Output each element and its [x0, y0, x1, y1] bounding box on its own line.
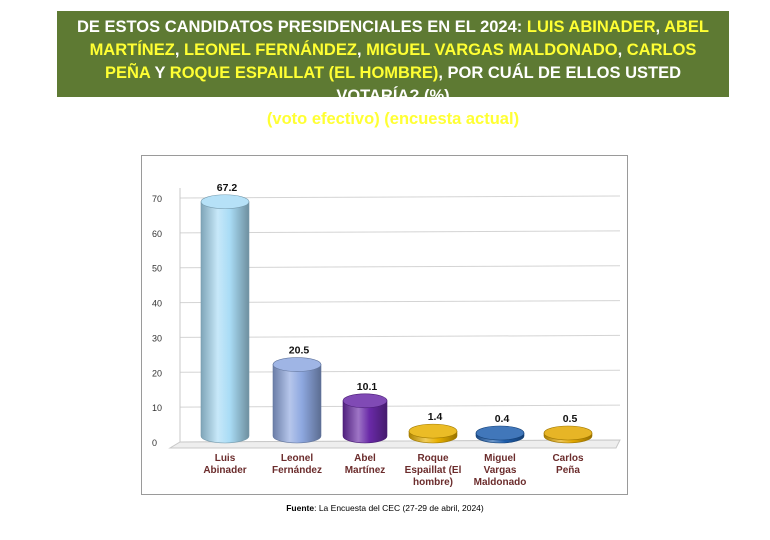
gridline: [179, 404, 621, 408]
category-label-line: Martínez: [345, 465, 386, 476]
chart-title: DE ESTOS CANDIDATOS PRESIDENCIALES EN EL…: [57, 11, 729, 128]
bar-top: [272, 357, 322, 372]
category-label-line: Peña: [556, 465, 580, 476]
bar-body: [272, 364, 322, 444]
title-paren: ) (: [374, 110, 390, 128]
y-tick-label: 50: [152, 264, 162, 274]
category-label-line: Leonel: [281, 453, 313, 464]
value-label: 20.5: [289, 345, 310, 357]
gridline: [179, 300, 621, 304]
source-text: : La Encuesta del CEC (27-29 de abril, 2…: [314, 503, 484, 513]
category-label: Leonel Fernández: [272, 453, 322, 476]
gridline: [179, 369, 621, 373]
y-tick-label: 20: [152, 368, 162, 378]
bar: [475, 425, 525, 444]
category-label-line: Maldonado: [474, 477, 527, 488]
title-sep: ,: [356, 41, 367, 59]
title-name-pena: CARLOS PEÑA: [104, 41, 697, 82]
category-label-line: Luis: [215, 453, 236, 464]
title-name-espaillat: ROQUE ESPAILLAT (EL HOMBRE): [169, 64, 439, 82]
bar: [200, 194, 250, 444]
category-label-line: Abel: [354, 453, 376, 464]
category-label-line: Miguel: [484, 453, 516, 464]
title-paren: ): [513, 110, 520, 128]
category-label-line: Roque: [417, 453, 449, 464]
title-name-martinez: ABEL MARTÍNEZ: [89, 18, 709, 59]
title-name-fernandez: LEONEL FERNÁNDEZ: [183, 41, 357, 59]
bar-body: [200, 201, 250, 444]
bar-top: [475, 425, 525, 441]
title-paren: (: [266, 110, 273, 128]
title-text: DE ESTOS CANDIDATOS PRESIDENCIALES EN EL…: [76, 18, 527, 36]
category-label: Carlos Peña: [552, 453, 584, 476]
y-tick-label: 10: [152, 403, 162, 413]
bar-top: [408, 423, 458, 439]
y-tick-label: 40: [152, 299, 162, 309]
category-label: Roque Espaillat (El hombre): [405, 453, 462, 488]
category-label-line: Vargas: [484, 465, 517, 476]
category-label-line: Espaillat (El: [405, 465, 462, 476]
title-question: , POR CUÁL DE ELLOS USTED VOTARÍA? (%): [336, 64, 682, 105]
source-note: Fuente: La Encuesta del CEC (27-29 de ab…: [0, 503, 770, 513]
category-label-line: Carlos: [552, 453, 584, 464]
source-label: Fuente: [286, 503, 315, 513]
category-label: Luis Abinader: [203, 453, 246, 476]
value-label: 67.2: [217, 182, 238, 194]
category-label-line: Abinader: [203, 465, 246, 476]
value-label: 1.4: [428, 411, 443, 423]
bar-top: [543, 425, 593, 441]
title-name-abinader: LUIS ABINADER: [526, 18, 656, 36]
title-sep: ,: [655, 18, 665, 36]
y-tick-label: 70: [152, 194, 162, 204]
gridline: [179, 230, 621, 234]
bar-body: [342, 400, 388, 444]
chart-frame: 0 10 20 30 40 50 60 70 67.2 Luis Abinader 20.5 Leone…: [141, 155, 628, 495]
y-tick-label: 60: [152, 229, 162, 239]
gridline: [179, 334, 621, 338]
gridline: [179, 195, 621, 199]
category-label: Miguel Vargas Maldonado: [474, 453, 527, 488]
bar: [342, 393, 388, 444]
bar: [543, 425, 593, 444]
category-label-line: Fernández: [272, 465, 322, 476]
bar: [408, 423, 458, 444]
bar-top: [200, 194, 250, 210]
bar-chart: 0 10 20 30 40 50 60 70 67.2 Luis Abinader 20.5 Leone…: [152, 182, 621, 488]
value-label: 10.1: [357, 381, 378, 393]
title-sep: ,: [617, 41, 627, 59]
category-label-line: hombre): [413, 477, 453, 488]
value-label: 0.5: [563, 413, 578, 425]
y-tick-label: 30: [152, 333, 162, 343]
gridline: [179, 265, 621, 269]
title-note-voto-efectivo: voto efectivo: [272, 110, 375, 128]
bar: [272, 357, 322, 444]
title-name-vargas: MIGUEL VARGAS MALDONADO: [366, 41, 618, 59]
title-sep: ,: [174, 41, 184, 59]
value-label: 0.4: [495, 413, 510, 425]
title-sep: Y: [150, 64, 170, 82]
y-tick-label: 0: [152, 438, 157, 448]
title-note-encuesta-actual: encuesta actual: [389, 110, 514, 128]
category-label: Abel Martínez: [345, 453, 386, 476]
bar-top: [342, 393, 388, 409]
